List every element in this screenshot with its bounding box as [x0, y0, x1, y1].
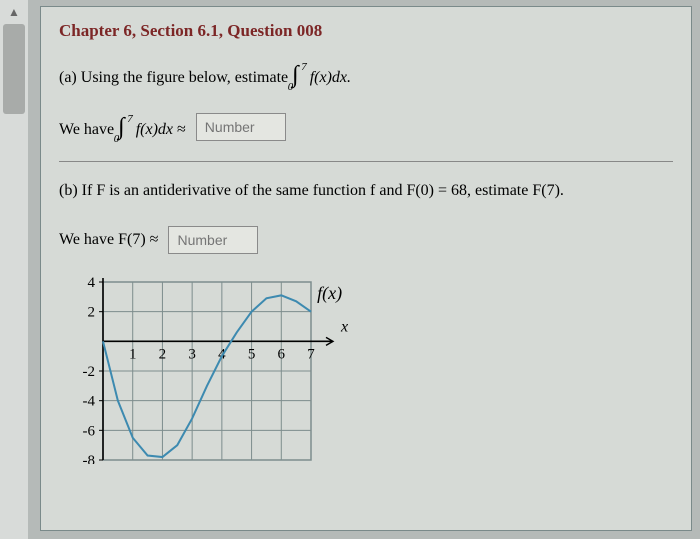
answer-b-label: We have F(7) ≈	[59, 231, 158, 249]
svg-text:-6: -6	[83, 423, 96, 439]
scroll-thumb[interactable]	[3, 24, 25, 114]
svg-text:-8: -8	[83, 453, 96, 464]
svg-text:4: 4	[88, 275, 96, 291]
svg-text:3: 3	[188, 346, 196, 362]
svg-text:1: 1	[129, 346, 137, 362]
divider	[59, 161, 673, 162]
function-graph: 123456742-2-4-6-8f(x)x	[67, 274, 673, 464]
answer-a-input[interactable]	[196, 113, 286, 141]
vertical-scrollbar[interactable]: ▲	[0, 0, 28, 539]
part-b-prompt: (b) If F is an antiderivative of the sam…	[59, 182, 673, 200]
part-a-prompt: (a) Using the figure below, estimate ∫07…	[59, 63, 673, 87]
question-title: Chapter 6, Section 6.1, Question 008	[59, 21, 673, 41]
svg-text:7: 7	[307, 346, 315, 362]
answer-b-input[interactable]	[168, 226, 258, 254]
svg-text:x: x	[340, 318, 348, 335]
svg-text:-4: -4	[83, 394, 96, 410]
answer-a-row: We have ∫07 f(x)dx ≈	[59, 113, 673, 141]
part-a-prefix: (a) Using the figure below, estimate	[59, 69, 292, 86]
svg-text:2: 2	[159, 346, 167, 362]
svg-text:6: 6	[278, 346, 286, 362]
answer-a-label: We have ∫07 f(x)dx ≈	[59, 115, 186, 139]
svg-text:f(x): f(x)	[317, 283, 342, 304]
answer-b-row: We have F(7) ≈	[59, 226, 673, 254]
scroll-track[interactable]	[0, 24, 28, 539]
scroll-up-icon[interactable]: ▲	[0, 0, 28, 24]
question-panel: Chapter 6, Section 6.1, Question 008 (a)…	[40, 6, 692, 531]
svg-text:5: 5	[248, 346, 256, 362]
integral-expression: ∫07 f(x)dx.	[292, 63, 351, 87]
chart-svg: 123456742-2-4-6-8f(x)x	[67, 274, 367, 464]
svg-text:2: 2	[88, 305, 96, 321]
svg-text:-2: -2	[83, 364, 96, 380]
